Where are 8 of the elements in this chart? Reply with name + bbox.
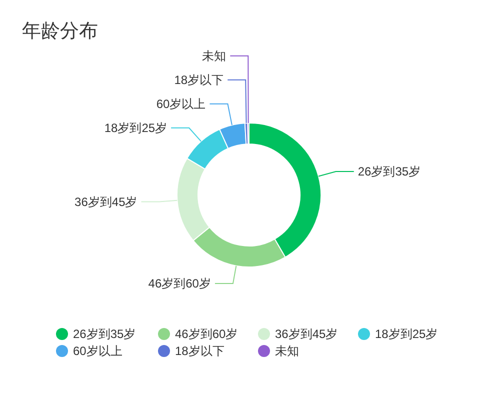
legend-label: 46岁到60岁 [175,327,238,341]
legend-label: 未知 [275,344,299,358]
legend-label: 60岁以上 [73,344,122,358]
legend-label: 36岁到45岁 [275,327,338,341]
legend-label: 18岁以下 [175,344,224,358]
legend-label: 26岁到35岁 [73,327,136,341]
title: 年龄分布 [22,21,98,42]
legend-label: 18岁到25岁 [375,327,438,341]
